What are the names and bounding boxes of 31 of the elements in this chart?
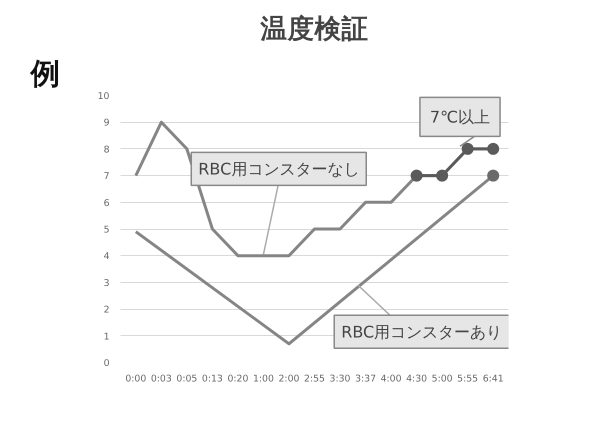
series-label: RBC用コンスターあり (341, 322, 502, 342)
chart-title: 温度検証 (260, 14, 368, 44)
x-tick-label: 4:30 (406, 374, 428, 384)
x-tick-label: 5:55 (457, 374, 478, 384)
x-tick-label: 1:00 (252, 374, 274, 384)
y-tick-label: 4 (104, 251, 110, 262)
x-tick-label: 2:55 (304, 374, 326, 384)
x-tick-label: 3:37 (355, 374, 376, 384)
x-tick-label: 0:13 (202, 374, 223, 384)
x-tick-label: 2:00 (278, 374, 300, 384)
x-tick-label: 0:03 (150, 374, 172, 384)
y-tick-label: 7 (104, 171, 110, 182)
x-tick-label: 0:05 (176, 374, 198, 384)
y-tick-label: 0 (104, 358, 110, 369)
y-tick-label: 10 (98, 91, 110, 102)
x-tick-label: 0:20 (227, 374, 248, 384)
y-tick-label: 5 (104, 224, 110, 236)
x-tick-label: 3:30 (330, 374, 351, 384)
y-tick-label: 1 (104, 331, 110, 342)
text: 例 (30, 56, 60, 90)
x-tick-label: 6:41 (482, 374, 504, 384)
x-tick-label: 5:00 (432, 374, 453, 384)
y-tick-label: 9 (104, 118, 110, 129)
annotation: 7℃以上 (430, 107, 490, 126)
y-tick-label: 3 (104, 278, 110, 289)
x-tick-label: 0:00 (125, 374, 146, 384)
y-tick-label: 8 (104, 144, 110, 156)
series-label: RBC用コンスターなし (198, 159, 360, 178)
y-tick-label: 6 (104, 198, 110, 209)
y-tick-label: 2 (104, 304, 110, 316)
x-tick-label: 4:00 (380, 374, 402, 384)
